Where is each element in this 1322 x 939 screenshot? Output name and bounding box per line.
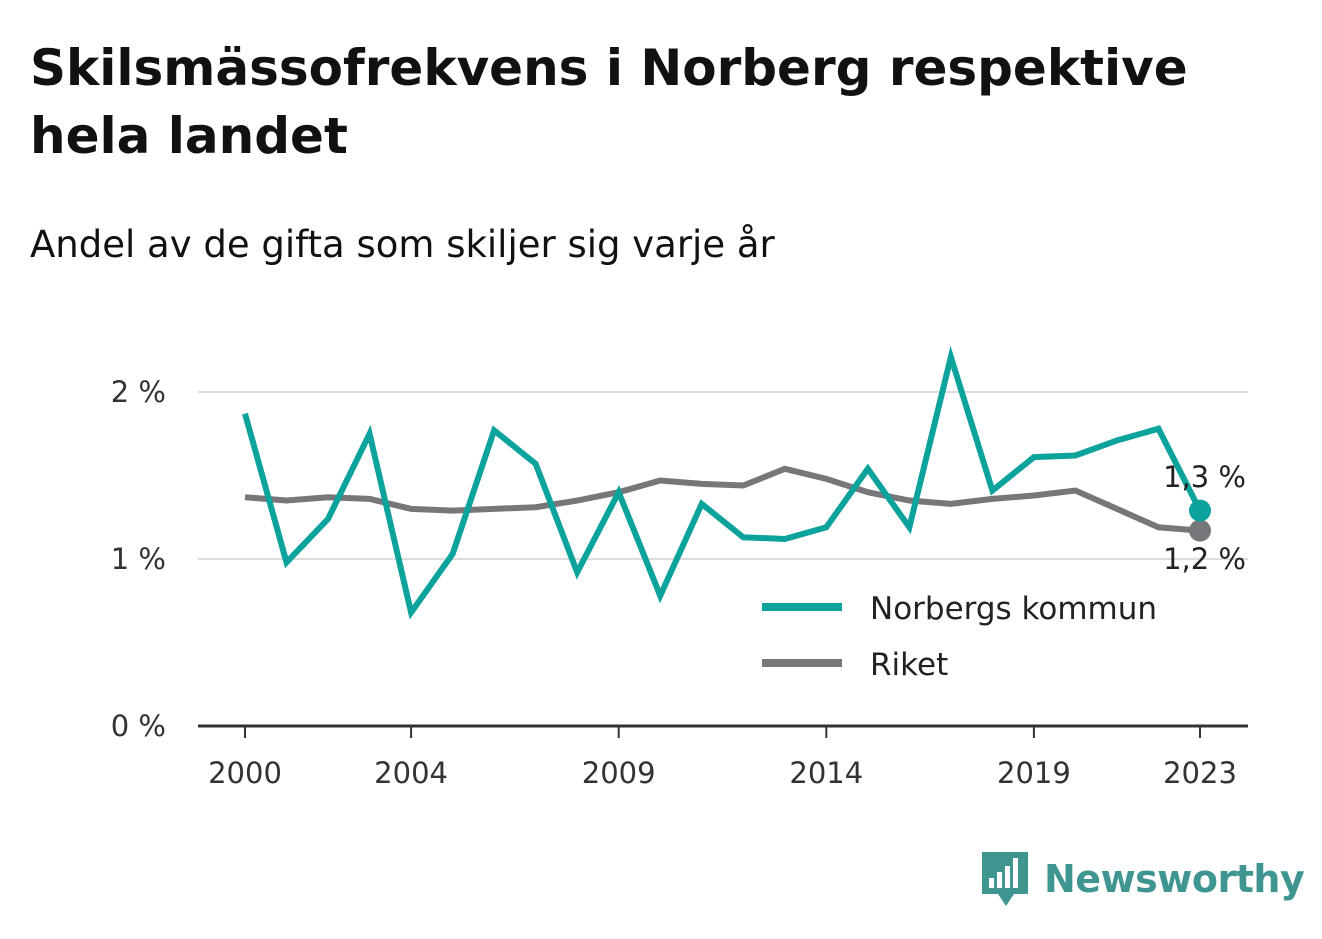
- series-line-riket: [244, 465, 1201, 534]
- x-tick-label: 2009: [582, 756, 656, 790]
- newsworthy-logo: Newsworthy: [980, 848, 1305, 910]
- bar-chart-speech-bubble-icon: [982, 852, 1028, 906]
- grid-lines: [198, 391, 1248, 560]
- chart-subtitle: Andel av de gifta som skiljer sig varje …: [30, 223, 775, 266]
- series-line-norberg: [242, 345, 1203, 620]
- legend: Norbergs kommun Riket: [762, 591, 1157, 683]
- x-axis-ticks: 2000 2004 2009 2014 2019 2023: [208, 726, 1237, 790]
- legend-label-riket: Riket: [870, 647, 948, 683]
- x-tick-label: 2019: [997, 756, 1071, 790]
- x-tick-label: 2000: [208, 756, 282, 790]
- brand-name: Newsworthy: [1044, 857, 1305, 901]
- end-labels: 1,3 % 1,2 %: [1163, 460, 1246, 576]
- chart-title: Skilsmässofrekvens i Norberg respektive …: [30, 39, 1188, 165]
- y-tick-label: 1 %: [111, 542, 166, 576]
- end-label-riket: 1,2 %: [1163, 542, 1246, 576]
- x-tick-label: 2023: [1163, 756, 1237, 790]
- end-point-riket: [1189, 519, 1211, 542]
- x-tick-label: 2004: [374, 756, 448, 790]
- y-tick-label: 2 %: [111, 375, 166, 409]
- end-label-norberg: 1,3 %: [1163, 460, 1246, 494]
- y-axis-ticks: 0 % 1 % 2 %: [111, 375, 166, 743]
- y-tick-label: 0 %: [111, 709, 166, 743]
- end-point-norberg: [1189, 499, 1211, 522]
- x-tick-label: 2014: [789, 756, 863, 790]
- legend-label-norberg: Norbergs kommun: [870, 591, 1157, 627]
- series-lines: [242, 345, 1211, 620]
